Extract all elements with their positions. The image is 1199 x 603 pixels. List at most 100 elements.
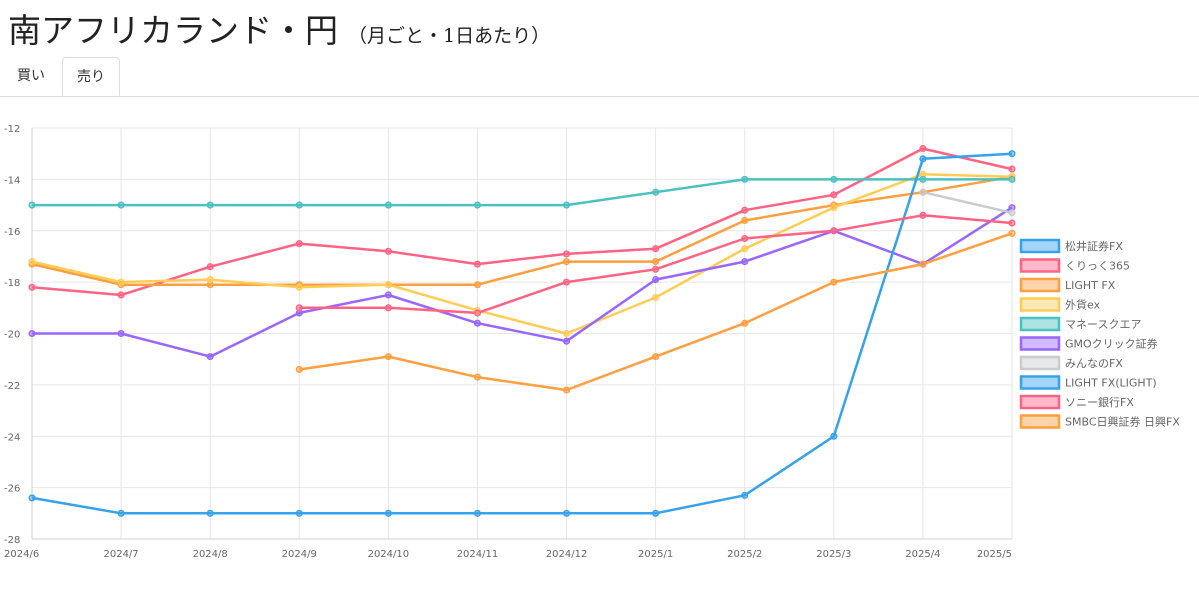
data-point[interactable] xyxy=(652,258,660,266)
data-point[interactable] xyxy=(562,258,571,266)
data-point[interactable] xyxy=(295,365,303,374)
data-point[interactable] xyxy=(741,258,749,266)
data-point[interactable] xyxy=(384,201,392,209)
data-point[interactable] xyxy=(384,304,392,312)
legend-item[interactable]: GMOクリック証券 xyxy=(1019,336,1158,351)
data-point[interactable] xyxy=(473,260,482,268)
legend-item[interactable]: ソニー銀行FX xyxy=(1019,394,1134,410)
data-point[interactable] xyxy=(206,201,214,209)
legend-item[interactable]: 外貨ex xyxy=(1019,297,1101,312)
data-point[interactable] xyxy=(652,353,660,361)
data-point[interactable] xyxy=(919,175,927,183)
legend-item[interactable]: SMBC日興証券 日興FX xyxy=(1019,414,1180,429)
data-point[interactable] xyxy=(1008,209,1016,217)
series-line-4 xyxy=(32,178,1012,207)
legend-label: SMBC日興証券 日興FX xyxy=(1065,415,1180,429)
data-point[interactable] xyxy=(741,319,749,327)
tab-sell[interactable]: 売り xyxy=(62,57,120,96)
data-point[interactable] xyxy=(384,281,392,289)
data-point[interactable] xyxy=(473,201,482,209)
y-tick-label: -22 xyxy=(4,381,20,392)
data-point[interactable] xyxy=(206,276,214,284)
data-point[interactable] xyxy=(1008,165,1016,173)
data-point[interactable] xyxy=(652,276,660,284)
data-point[interactable] xyxy=(28,329,36,338)
data-point[interactable] xyxy=(1008,229,1016,237)
data-point[interactable] xyxy=(384,247,392,255)
y-tick-label: -16 xyxy=(4,227,20,238)
data-point[interactable] xyxy=(206,509,214,517)
data-point[interactable] xyxy=(919,211,927,219)
data-point[interactable] xyxy=(295,509,303,517)
data-point[interactable] xyxy=(1008,150,1016,158)
y-tick-label: -12 xyxy=(4,124,20,135)
legend-swatch xyxy=(1019,394,1061,410)
legend-item[interactable]: LIGHT FX(LIGHT) xyxy=(1019,375,1157,390)
data-point[interactable] xyxy=(1008,219,1016,227)
data-point[interactable] xyxy=(28,258,36,266)
data-point[interactable] xyxy=(117,201,125,209)
data-point[interactable] xyxy=(741,491,749,499)
data-point[interactable] xyxy=(384,291,392,299)
data-point[interactable] xyxy=(473,309,482,317)
data-point[interactable] xyxy=(830,278,838,286)
legend-item[interactable]: みんなのFX xyxy=(1019,355,1123,371)
data-point[interactable] xyxy=(117,329,125,338)
data-point[interactable] xyxy=(830,227,838,235)
y-axis-labels: -12 -14 -16 -18 -20 -22 -24 -26 -28 xyxy=(4,124,20,546)
data-point[interactable] xyxy=(384,353,392,361)
data-point[interactable] xyxy=(28,201,36,209)
data-point[interactable] xyxy=(295,240,303,248)
tab-buy[interactable]: 買い xyxy=(17,68,45,84)
data-point[interactable] xyxy=(28,494,36,502)
data-point[interactable] xyxy=(562,509,571,517)
data-point[interactable] xyxy=(562,329,571,338)
data-point[interactable] xyxy=(652,265,660,273)
legend-item[interactable]: くりっく365 xyxy=(1019,258,1130,273)
data-point[interactable] xyxy=(652,188,660,196)
data-point[interactable] xyxy=(117,291,125,299)
data-point[interactable] xyxy=(562,250,571,258)
data-point[interactable] xyxy=(117,278,125,286)
data-point[interactable] xyxy=(741,206,749,214)
data-point[interactable] xyxy=(117,509,125,517)
data-point[interactable] xyxy=(562,278,571,286)
data-point[interactable] xyxy=(919,260,927,268)
data-point[interactable] xyxy=(384,509,392,517)
data-point[interactable] xyxy=(1008,175,1016,183)
series-line-1 xyxy=(31,147,1013,297)
data-point[interactable] xyxy=(830,204,838,212)
data-point[interactable] xyxy=(919,155,927,163)
data-point[interactable] xyxy=(741,175,749,183)
data-point[interactable] xyxy=(473,281,482,289)
legend-item[interactable]: LIGHT FX xyxy=(1019,277,1116,293)
data-point[interactable] xyxy=(295,283,303,291)
legend-label: 外貨ex xyxy=(1065,298,1101,312)
x-tick-label: 2024/8 xyxy=(193,549,228,560)
legend-item[interactable]: マネースクエア xyxy=(1019,316,1141,332)
data-point[interactable] xyxy=(741,245,749,253)
data-point[interactable] xyxy=(830,191,838,199)
data-point[interactable] xyxy=(28,283,36,291)
data-point[interactable] xyxy=(741,234,749,243)
data-point[interactable] xyxy=(295,304,303,312)
data-point[interactable] xyxy=(830,432,838,440)
data-point[interactable] xyxy=(562,337,571,345)
data-point[interactable] xyxy=(473,509,482,517)
data-point[interactable] xyxy=(562,386,571,394)
data-point[interactable] xyxy=(652,293,660,302)
data-point[interactable] xyxy=(919,188,927,196)
data-point[interactable] xyxy=(206,263,214,271)
data-point[interactable] xyxy=(652,509,660,517)
data-point[interactable] xyxy=(295,201,303,209)
data-point[interactable] xyxy=(919,145,927,153)
data-point[interactable] xyxy=(562,201,571,209)
data-point[interactable] xyxy=(652,245,660,253)
data-point[interactable] xyxy=(206,353,214,361)
legend-item[interactable]: 松井証券FX xyxy=(1019,238,1123,254)
data-point[interactable] xyxy=(473,373,482,381)
data-point[interactable] xyxy=(741,216,749,225)
data-point[interactable] xyxy=(473,319,482,327)
data-point[interactable] xyxy=(830,175,838,183)
legend-label: くりっく365 xyxy=(1065,260,1130,273)
